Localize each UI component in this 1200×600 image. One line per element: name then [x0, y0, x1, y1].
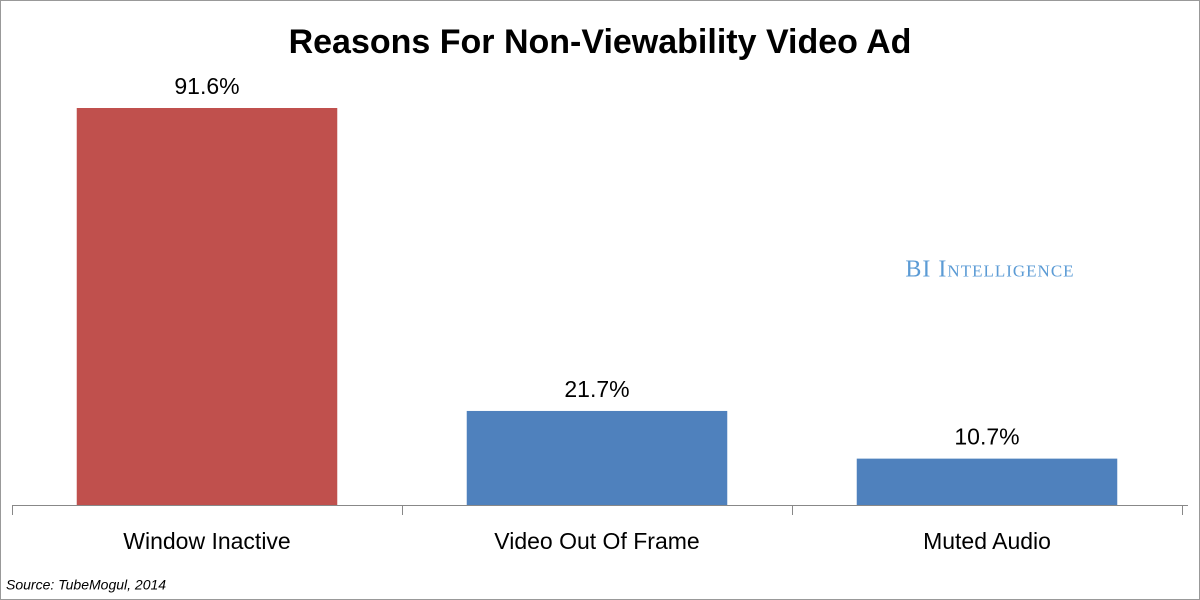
- bar: [856, 458, 1118, 505]
- watermark: BI Intelligence: [905, 257, 1074, 283]
- value-label: 21.7%: [564, 376, 629, 402]
- bar: [466, 410, 728, 505]
- value-label: 10.7%: [954, 424, 1019, 450]
- source: Source: TubeMogul, 2014: [6, 577, 166, 593]
- x-tick-label: Video Out Of Frame: [494, 528, 699, 554]
- value-label: 91.6%: [174, 73, 239, 99]
- x-tick-label: Muted Audio: [923, 528, 1051, 554]
- x-tick-label: Window Inactive: [123, 528, 290, 554]
- chart-title: Reasons For Non-Viewability Video Ad: [289, 23, 912, 61]
- bar: [76, 108, 338, 505]
